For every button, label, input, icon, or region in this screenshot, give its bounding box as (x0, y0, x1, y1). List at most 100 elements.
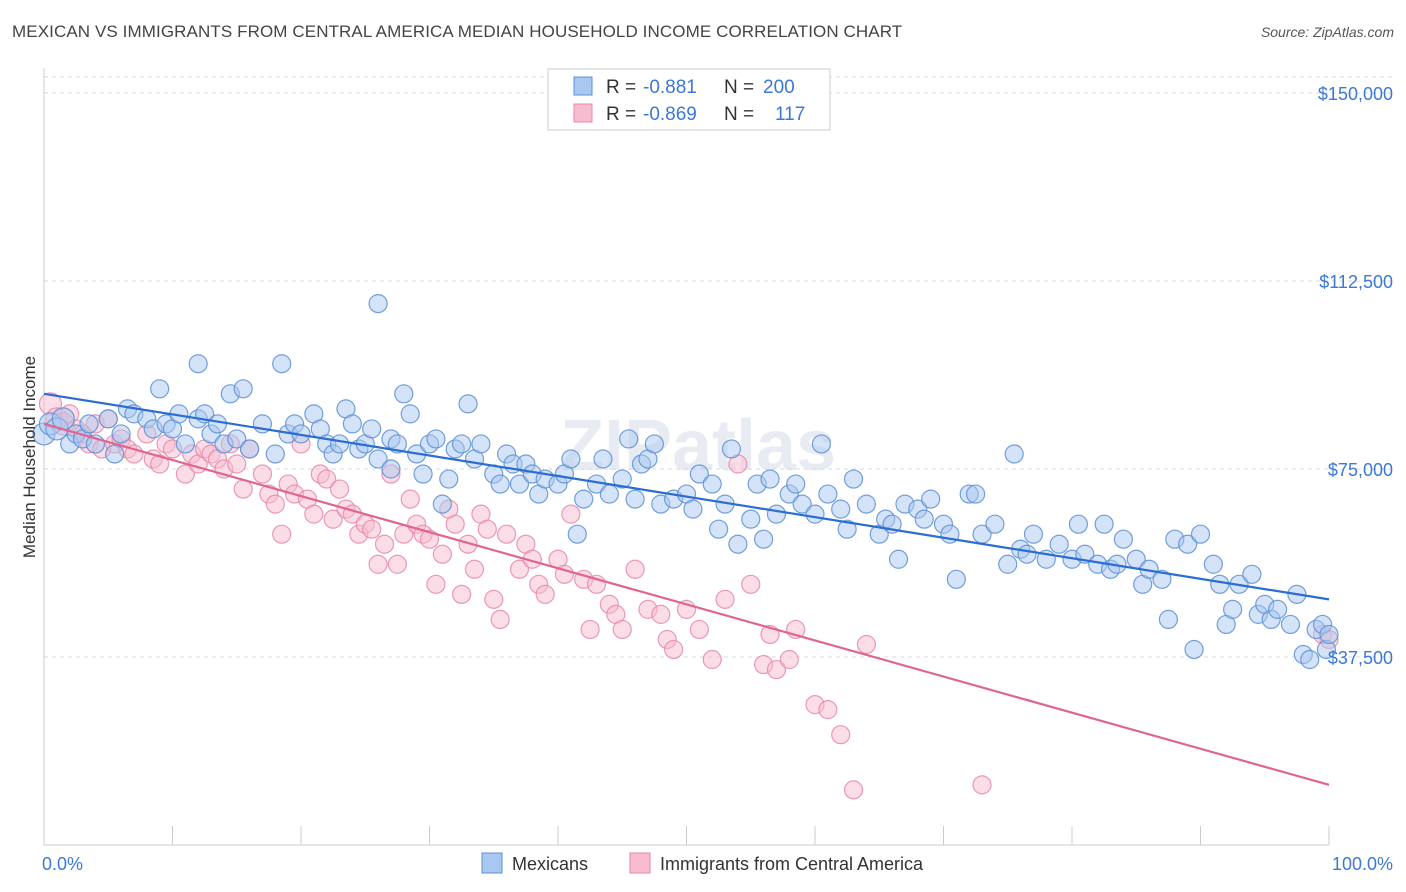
immigrants-point-28 (233, 479, 253, 499)
bottom-legend-immigrants: Immigrants from Central America (660, 854, 924, 874)
mexicans-point-104 (786, 474, 806, 494)
immigrants-point-47 (362, 519, 382, 539)
legend-n-label-1: N = (724, 77, 754, 98)
mexicans-point-111 (843, 469, 864, 489)
stats-legend-box (547, 68, 831, 131)
immigrants-point-53 (400, 489, 420, 509)
mexicans-point-11 (111, 424, 131, 444)
x-tick-label-1: 100.0% (1332, 854, 1393, 874)
immigrants-point-66 (484, 589, 504, 609)
immigrants-point-87 (664, 639, 684, 660)
mexicans-point-112 (856, 494, 877, 514)
immigrants-point-62 (458, 534, 478, 554)
mexicans-point-82 (612, 469, 632, 489)
mexicans-point-136 (1068, 514, 1089, 534)
immigrants-point-48 (368, 554, 388, 574)
mexicans-point-58 (432, 494, 452, 514)
mexicans-point-147 (1158, 609, 1178, 630)
mexicans-point-66 (490, 474, 510, 494)
mexicans-point-52 (394, 384, 414, 404)
mexicans-point-20 (175, 434, 195, 454)
legend-n-value-2: 117 (775, 104, 805, 125)
mexicans-point-105 (792, 494, 812, 514)
immigrants-point-42 (329, 479, 350, 499)
immigrants-point-96 (766, 659, 787, 680)
mexicans-point-91 (683, 499, 703, 519)
mexicans-point-30 (188, 354, 208, 374)
trend-line-mexicans (43, 392, 1330, 601)
trend-line-immigrants (43, 422, 1330, 786)
mexicans-point-134 (1049, 534, 1069, 554)
mexicans-point-77 (567, 524, 587, 544)
immigrants-point-30 (252, 464, 273, 484)
legend-r-value-1: -0.881 (643, 77, 697, 98)
mexicans-point-55 (413, 464, 433, 484)
immigrants-point-41 (323, 509, 343, 529)
trend-lines (43, 392, 1330, 786)
immigrants-point-78 (580, 619, 600, 640)
immigrants-point-90 (702, 649, 722, 670)
series-legend: Mexicans Immigrants from Central America (481, 852, 924, 874)
immigrants-point-27 (227, 454, 247, 474)
mexicans-point-101 (760, 469, 780, 489)
mexicans-point-94 (709, 519, 729, 539)
immigrants-point-38 (304, 504, 324, 524)
immigrants-point-82 (612, 619, 632, 640)
mexicans-point-59 (439, 469, 459, 489)
immigrants-point-103 (856, 634, 877, 655)
mexicans-point-106 (805, 504, 825, 524)
immigrants-point-101 (831, 725, 851, 745)
mexicans-point-120 (921, 489, 941, 509)
immigrants-point-83 (625, 559, 645, 579)
mexicans-point-43 (342, 414, 362, 434)
immigrants-point-97 (779, 649, 799, 670)
mexicans-point-98 (741, 509, 761, 529)
immigrants-point-40 (317, 469, 337, 489)
immigrants-point-89 (689, 619, 709, 640)
bottom-legend-mexicans: Mexicans (512, 854, 588, 874)
mexicans-point-97 (728, 534, 748, 554)
mexicans-point-53 (400, 404, 420, 424)
immigrants-point-57 (426, 574, 446, 594)
mexicans-point-129 (1004, 444, 1024, 464)
mexicans-point-48 (368, 293, 388, 314)
mexicans-point-61 (452, 434, 472, 454)
mexicans-point-33 (272, 354, 292, 374)
legend-n-value-1: 200 (763, 77, 795, 98)
mexicans-point-119 (914, 509, 934, 529)
y-tick-label-2: $112,500 (1319, 272, 1393, 292)
x-tick-labels: 0.0% 100.0% (42, 854, 1393, 874)
mexicans-point-125 (966, 484, 986, 504)
mexicans-point-102 (766, 504, 787, 524)
mexicans-point-109 (831, 499, 851, 519)
immigrants-point-61 (452, 584, 472, 604)
immigrants-point-63 (464, 559, 485, 579)
chart-title: MEXICAN VS IMMIGRANTS FROM CENTRAL AMERI… (12, 22, 903, 41)
immigrants-point-73 (535, 584, 555, 604)
mexicans-point-24 (207, 414, 228, 434)
mexicans-point-152 (1203, 554, 1223, 574)
mexicans-point-107 (811, 434, 832, 454)
immigrants-point-51 (387, 554, 407, 574)
mexicans-point-131 (1017, 544, 1037, 564)
mexicans-point-149 (1178, 534, 1198, 554)
immigrants-point-69 (509, 559, 530, 579)
bottom-legend-swatch-immigrants (629, 852, 651, 874)
mexicans-point-16 (150, 379, 170, 399)
immigrants-point-33 (272, 524, 292, 544)
legend-r-label-2: R = (606, 104, 636, 125)
mexicans-point-62 (458, 394, 478, 414)
mexicans-point-10 (105, 444, 125, 464)
bottom-legend-swatch-mexicans (481, 852, 503, 874)
mexicans-point-57 (426, 429, 446, 449)
y-axis-label: Median Household Income (20, 356, 39, 558)
immigrants-point-85 (651, 604, 671, 624)
mexicans-point-116 (888, 549, 909, 569)
legend-swatch-immigrants (573, 103, 593, 123)
mexicans-point-142 (1113, 529, 1134, 549)
immigrants-point-19 (175, 464, 195, 484)
mexicans-point-41 (329, 434, 350, 454)
immigrants-point-102 (843, 780, 864, 800)
mexicans-point-84 (625, 489, 645, 509)
